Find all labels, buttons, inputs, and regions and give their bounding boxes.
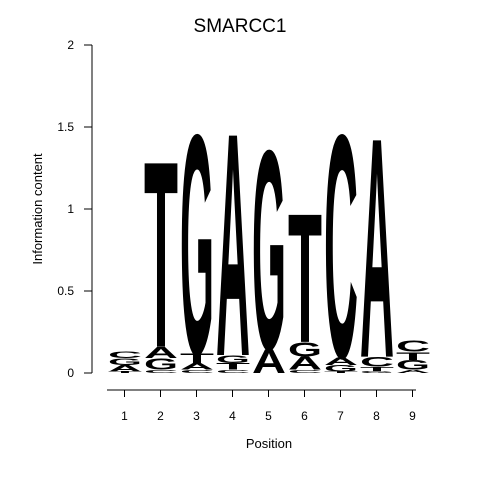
- x-tick-label: 1: [121, 409, 128, 423]
- y-axis-label: Information content: [30, 153, 45, 265]
- logo-letter-g-pos3: G: [180, 69, 214, 421]
- logo-letter-c-pos6: C: [288, 369, 322, 374]
- logo-letter-a-pos9: A: [396, 369, 430, 374]
- logo-letter-c-pos3: C: [180, 369, 214, 374]
- logo-letter-g-pos9: G: [396, 357, 430, 372]
- x-tick-label: 6: [301, 409, 308, 423]
- x-tick-label: 3: [193, 409, 200, 423]
- logo-letter-t-pos3: T: [180, 351, 214, 367]
- logo-letter-t-pos4: T: [216, 362, 250, 372]
- logo-letter-c-pos1: C: [108, 350, 142, 360]
- logo-letter-a-pos5: A: [252, 342, 286, 380]
- x-tick-label: 4: [229, 409, 236, 423]
- y-tick-label: 1: [67, 202, 74, 216]
- logo-letter-c-pos8: C: [360, 355, 394, 370]
- x-axis-ticks: 1 2 3 4 5 6 7 8 9: [121, 390, 416, 423]
- logo-letter-g-pos6: G: [288, 339, 322, 362]
- x-tick-label: 7: [337, 409, 344, 423]
- logo-letter-t-pos7: T: [324, 371, 358, 374]
- x-tick-label: 9: [409, 409, 416, 423]
- logo-letter-t-pos1: T: [108, 371, 142, 374]
- logo-letter-a-pos2: A: [144, 344, 178, 362]
- logo-letter-g-pos8: G: [360, 371, 394, 374]
- logo-letter-c-pos7: C: [324, 70, 358, 425]
- y-axis-ticks: 0 0.5 1 1.5 2: [57, 38, 92, 380]
- x-axis-label: Position: [246, 436, 292, 451]
- x-tick-label: 8: [373, 409, 380, 423]
- logo-letter-g-pos1: G: [108, 356, 142, 366]
- x-tick-label: 2: [157, 409, 164, 423]
- logo-letter-a-pos4: A: [216, 68, 250, 423]
- logo-letter-a-pos3: A: [180, 362, 214, 372]
- logo-letter-t-pos9: T: [396, 350, 431, 363]
- y-tick-label: 2: [67, 38, 74, 52]
- logo-letter-g-pos7: G: [324, 363, 358, 373]
- chart-title: SMARCC1: [194, 16, 287, 37]
- logo-letter-g-pos4: G: [216, 353, 250, 366]
- y-tick-label: 0.5: [57, 284, 74, 298]
- logo-letter-c-pos2: C: [144, 369, 178, 374]
- x-tick-label: 5: [265, 409, 272, 423]
- logo-letter-g-pos5: G: [252, 93, 286, 410]
- logo-letter-a-pos7: A: [324, 355, 358, 368]
- y-tick-label: 1.5: [57, 120, 74, 134]
- logo-letter-t-pos6: T: [288, 175, 322, 381]
- logo-letter-g-pos2: G: [144, 355, 178, 373]
- logo-letter-a-pos1: A: [108, 363, 142, 373]
- logo-letter-t-pos2: T: [144, 106, 178, 404]
- logo-letter-c-pos4: C: [216, 369, 250, 374]
- y-tick-label: 0: [67, 366, 74, 380]
- logo-letter-t-pos8: T: [360, 365, 394, 373]
- logo-letter-a-pos6: A: [288, 353, 322, 373]
- logo-letter-a-pos8: A: [360, 73, 394, 424]
- logo-letter-c-pos9: C: [396, 338, 430, 356]
